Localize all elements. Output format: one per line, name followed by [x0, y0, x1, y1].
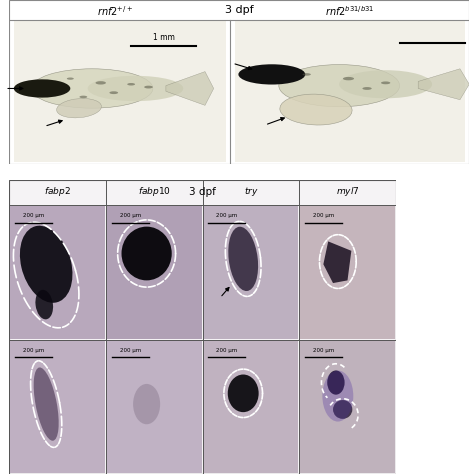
Ellipse shape	[333, 400, 352, 419]
Ellipse shape	[228, 227, 258, 291]
Ellipse shape	[88, 76, 183, 101]
Polygon shape	[166, 72, 214, 105]
Text: $\it{try}$: $\it{try}$	[244, 185, 258, 198]
Circle shape	[80, 96, 87, 98]
Ellipse shape	[327, 371, 345, 395]
Text: 200 μm: 200 μm	[119, 213, 141, 219]
Ellipse shape	[228, 374, 259, 412]
Text: 200 μm: 200 μm	[216, 348, 237, 353]
Ellipse shape	[280, 94, 352, 125]
Ellipse shape	[31, 69, 153, 108]
Bar	[14, 19, 226, 162]
Polygon shape	[418, 69, 469, 100]
Bar	[10, 340, 105, 474]
Bar	[203, 340, 299, 474]
Bar	[107, 206, 202, 339]
Ellipse shape	[339, 70, 432, 98]
Circle shape	[67, 78, 74, 80]
Ellipse shape	[279, 64, 400, 107]
Circle shape	[14, 79, 70, 98]
Bar	[235, 19, 465, 162]
Text: $\it{rnf2}$$^{b31/b31}$: $\it{rnf2}$$^{b31/b31}$	[325, 5, 374, 18]
Text: 200 μm: 200 μm	[119, 348, 141, 353]
Bar	[300, 340, 395, 474]
Text: $\it{fabp10}$: $\it{fabp10}$	[138, 185, 171, 198]
Circle shape	[127, 83, 135, 85]
Circle shape	[144, 86, 153, 89]
Bar	[203, 206, 299, 339]
Bar	[300, 340, 395, 474]
Bar	[300, 206, 395, 339]
Polygon shape	[323, 241, 351, 283]
Circle shape	[302, 73, 311, 76]
Ellipse shape	[121, 227, 172, 281]
Text: $\it{myl7}$: $\it{myl7}$	[336, 185, 359, 198]
Circle shape	[381, 82, 390, 84]
Text: 200 μm: 200 μm	[216, 213, 237, 219]
Circle shape	[363, 87, 372, 90]
Text: $\it{fabp2}$: $\it{fabp2}$	[45, 185, 71, 198]
Ellipse shape	[20, 226, 73, 303]
Ellipse shape	[34, 367, 59, 441]
Text: 3 dpf: 3 dpf	[189, 188, 216, 198]
Circle shape	[238, 64, 305, 84]
Ellipse shape	[56, 99, 101, 118]
Ellipse shape	[322, 371, 353, 421]
Bar	[10, 206, 105, 339]
Bar	[300, 206, 395, 339]
Text: $\it{rnf2}$$^{+/+}$: $\it{rnf2}$$^{+/+}$	[97, 5, 133, 18]
Text: 200 μm: 200 μm	[313, 348, 334, 353]
Text: 200 μm: 200 μm	[23, 213, 44, 219]
Text: 200 μm: 200 μm	[313, 213, 334, 219]
Circle shape	[109, 91, 118, 94]
Circle shape	[96, 81, 106, 84]
Bar	[107, 340, 202, 474]
Circle shape	[343, 77, 354, 80]
Ellipse shape	[133, 384, 160, 424]
Text: 3 dpf: 3 dpf	[225, 5, 254, 15]
Text: 200 μm: 200 μm	[23, 348, 44, 353]
Ellipse shape	[36, 290, 53, 319]
Text: 1 mm: 1 mm	[153, 33, 174, 42]
